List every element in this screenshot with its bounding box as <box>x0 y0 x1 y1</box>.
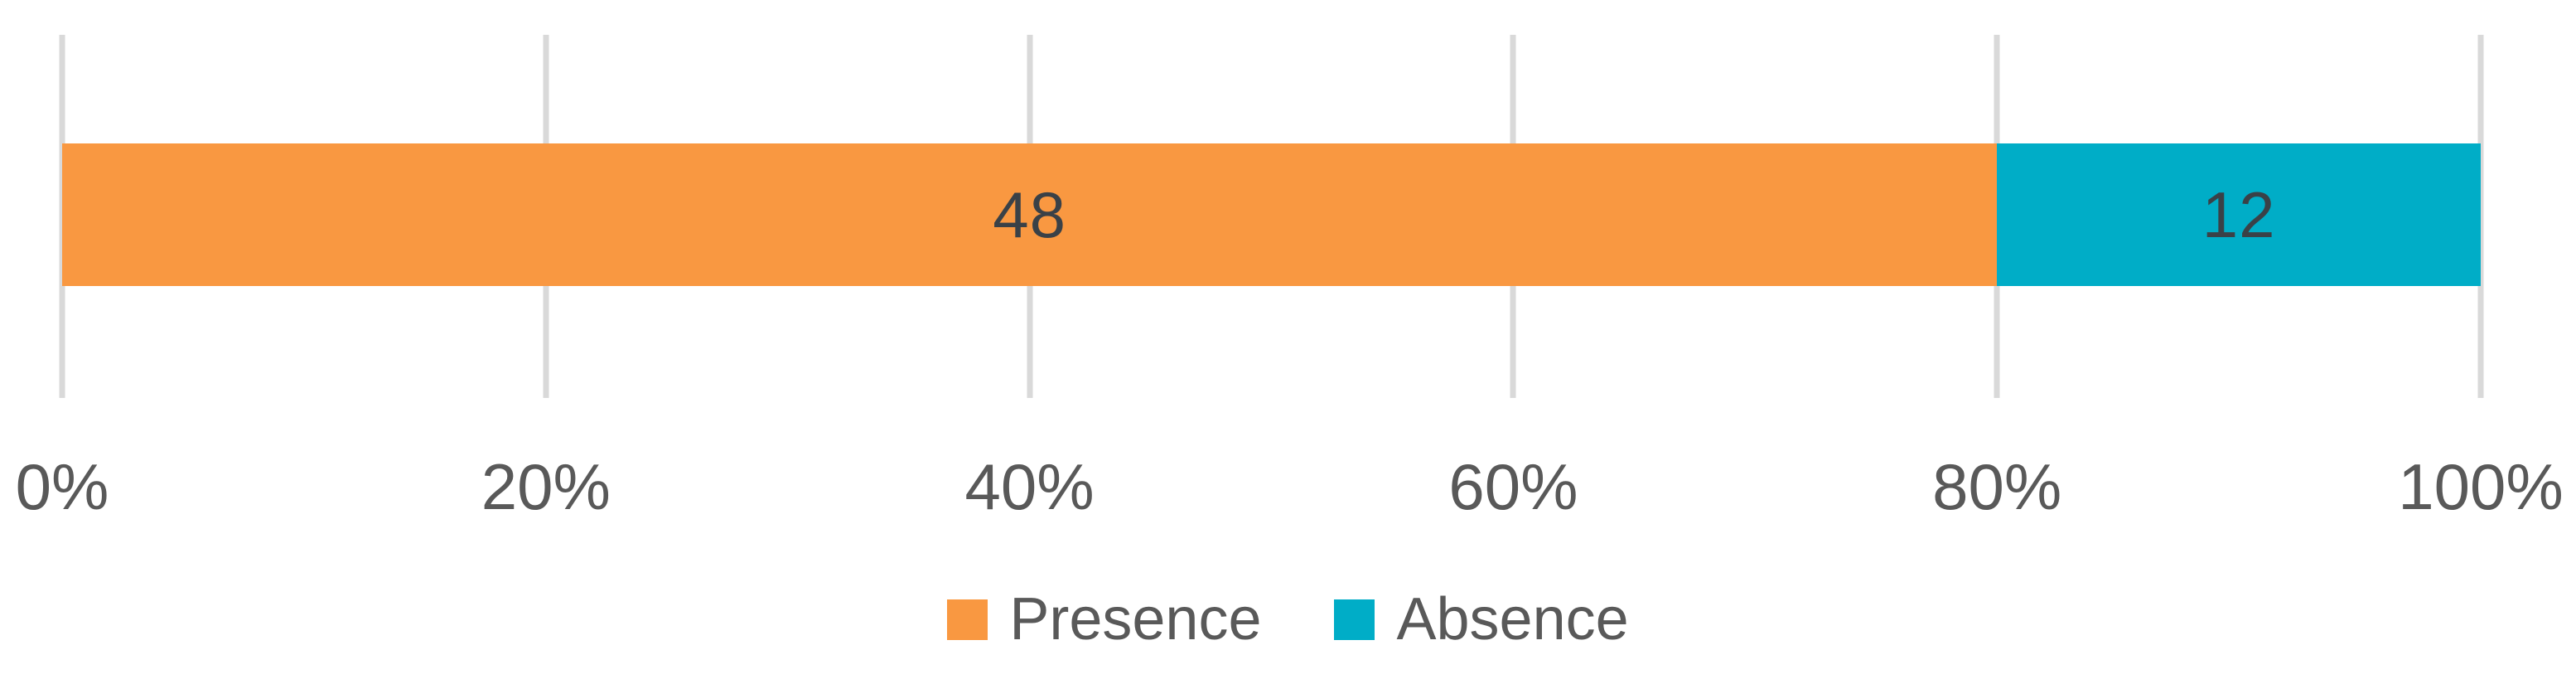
x-axis-tick-20: 20% <box>481 450 611 523</box>
x-axis-tick-0: 0% <box>15 450 109 523</box>
bar-segment-presence: 48 <box>62 143 1998 286</box>
legend-item-absence: Absence <box>1334 586 1629 652</box>
data-label-absence: 12 <box>2201 178 2276 251</box>
x-axis-tick-40: 40% <box>964 450 1095 523</box>
legend-swatch-presence-icon <box>947 599 988 641</box>
bar-segment-absence: 12 <box>1997 143 2481 286</box>
x-axis-tick-100: 100% <box>2398 450 2564 523</box>
legend-label-absence: Absence <box>1396 586 1629 652</box>
legend-item-presence: Presence <box>947 586 1262 652</box>
stacked-bar: 48 12 <box>62 143 2481 286</box>
plot-area: 48 12 0% 20% 40% 60% 80% 100% <box>16 0 2564 684</box>
legend-swatch-absence-icon <box>1334 599 1375 641</box>
gridline-100 <box>2477 35 2484 398</box>
data-label-presence: 48 <box>993 178 1066 251</box>
legend: Presence Absence <box>0 586 2576 652</box>
x-axis-tick-60: 60% <box>1448 450 1578 523</box>
x-axis-tick-80: 80% <box>1932 450 2062 523</box>
legend-label-presence: Presence <box>1009 586 1262 652</box>
